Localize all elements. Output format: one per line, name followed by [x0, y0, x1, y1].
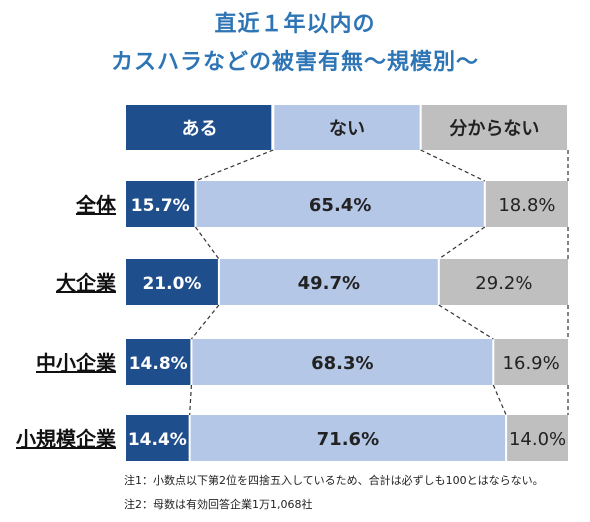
connector-row1-2 [438, 304, 494, 340]
bar-segment-3-1 [190, 415, 506, 461]
connector-row2-1 [189, 384, 193, 416]
connector-row0-1 [194, 226, 220, 260]
category-label-0: 全体 [75, 193, 117, 217]
connector-legend-2 [420, 149, 486, 182]
bar-segment-2-2 [494, 339, 568, 385]
category-label-1: 大企業 [56, 271, 117, 295]
legend-label-1: ない [329, 119, 365, 140]
data-label-3-2: 14.0% [509, 429, 566, 450]
category-label-3: 小規模企業 [16, 427, 117, 451]
legend-swatch-1 [274, 105, 420, 150]
bar-segment-1-2 [439, 259, 568, 305]
connector-row0-2 [438, 226, 486, 260]
legend-swatch-2 [421, 105, 567, 150]
category-label-2: 中小企業 [36, 351, 117, 375]
legend-label-2: 分からない [449, 119, 539, 140]
bar-segment-2-0 [126, 339, 191, 385]
data-label-0-2: 18.8% [498, 195, 555, 216]
data-label-1-2: 29.2% [475, 273, 532, 294]
footnote-1: 注1：小数点以下第2位を四捨五入しているため、合計は必ずしも100とはならない。 [124, 474, 544, 487]
bar-segment-1-0 [126, 259, 218, 305]
data-label-3-0: 14.4% [128, 430, 187, 450]
bar-segment-2-1 [192, 339, 493, 385]
bar-segment-3-0 [126, 415, 189, 461]
legend-label-0: ある [182, 119, 218, 140]
bar-segment-0-1 [196, 181, 484, 227]
data-label-0-1: 65.4% [309, 195, 371, 216]
data-label-1-0: 21.0% [142, 274, 201, 294]
data-label-1-1: 49.7% [298, 273, 360, 294]
data-label-2-2: 16.9% [503, 353, 560, 374]
bar-segment-1-1 [219, 259, 438, 305]
bar-segment-0-0 [126, 181, 195, 227]
data-label-3-1: 71.6% [317, 429, 379, 450]
data-label-2-1: 68.3% [311, 353, 373, 374]
connector-legend-1 [195, 149, 274, 182]
connector-row2-2 [492, 384, 507, 416]
legend-swatch-0 [126, 105, 272, 150]
connector-row1-1 [190, 304, 220, 340]
data-label-2-0: 14.8% [129, 354, 188, 374]
footnote-2: 注2：母数は有効回答企業1万1,068社 [124, 498, 313, 511]
data-label-0-0: 15.7% [131, 196, 190, 216]
bar-segment-0-2 [485, 181, 568, 227]
chart-title-line2: カスハラなどの被害有無〜規模別〜 [110, 50, 479, 75]
chart-title-line1: 直近１年以内の [214, 12, 376, 37]
bar-segment-3-2 [507, 415, 568, 461]
